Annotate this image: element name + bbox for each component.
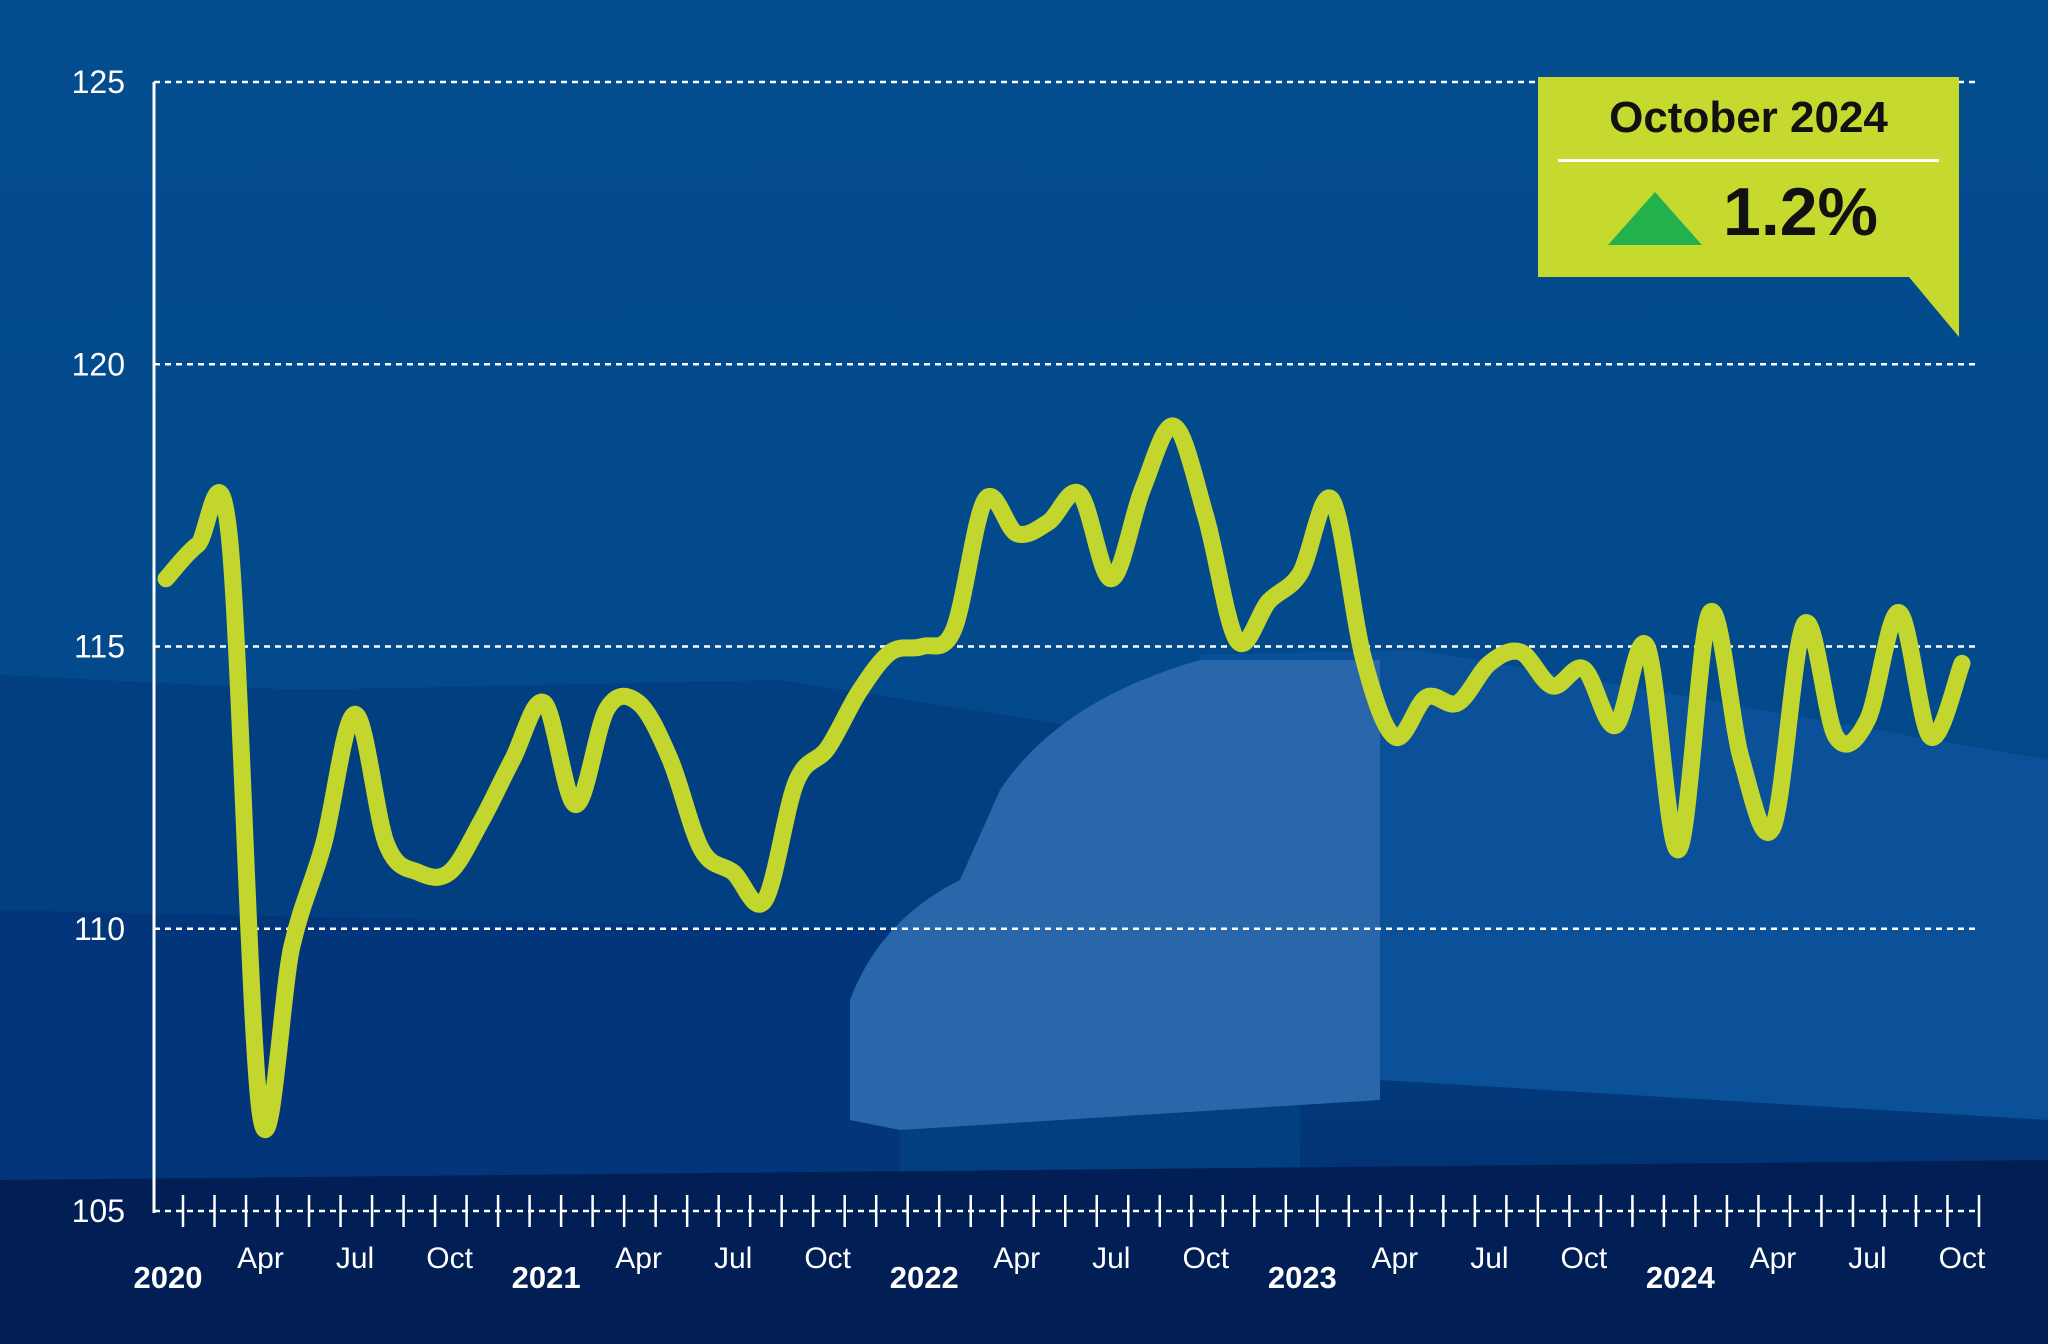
data-point [417,871,419,873]
data-point [1835,736,1837,738]
y-tick-label: 105 [72,1193,125,1229]
x-month-label: Oct [1182,1242,1229,1275]
background-road [0,1160,2048,1344]
up-arrow-icon [1608,192,1702,245]
data-point [1425,696,1427,698]
badge-change-value: 1.2% [1723,174,1878,250]
y-tick-label: 120 [72,346,125,382]
data-point [386,843,388,845]
data-point [606,708,608,710]
data-point [512,758,514,760]
background-truck-cab [850,660,1380,1130]
x-month-label: Jul [336,1242,374,1275]
data-point [1394,736,1396,738]
data-point [260,1114,262,1116]
data-point [1110,578,1112,580]
data-point [1268,600,1270,602]
data-point [1331,499,1333,501]
x-month-label: Apr [237,1242,284,1275]
data-point [1173,425,1175,427]
data-point [827,747,829,749]
x-month-label: Apr [1371,1242,1418,1275]
data-point [543,702,545,704]
data-point [1740,758,1742,760]
x-month-label: Oct [1561,1242,1608,1275]
x-year-label: 2024 [1646,1260,1716,1295]
x-year-label: 2022 [890,1260,959,1295]
data-point [228,533,230,535]
data-point [858,691,860,693]
data-point [795,781,797,783]
y-tick-label: 115 [74,629,125,665]
data-point [1079,493,1081,495]
data-point [1205,516,1207,518]
data-point [638,702,640,704]
data-point [1236,640,1238,642]
x-month-label: Apr [615,1242,662,1275]
data-point [1551,685,1553,687]
data-point [354,713,356,715]
data-point [1898,612,1900,614]
badge-divider [1558,159,1939,162]
y-tick-label: 110 [74,911,125,947]
data-point [1614,725,1616,727]
x-year-label: 2023 [1268,1260,1337,1295]
x-month-label: Jul [1470,1242,1508,1275]
data-point [197,544,199,546]
badge-pointer [1909,277,1959,337]
data-point [890,651,892,653]
data-point [165,578,167,580]
data-point [984,499,986,501]
data-point [669,758,671,760]
x-month-label: Jul [1092,1242,1130,1275]
data-point [480,820,482,822]
x-year-label: 2021 [512,1260,581,1295]
data-point [575,804,577,806]
x-year-label: 2020 [134,1260,203,1295]
data-point [1362,657,1364,659]
data-point [953,629,955,631]
background-truck-trailer [1200,650,2048,1120]
x-month-label: Apr [993,1242,1040,1275]
data-point [1772,826,1774,828]
data-point [1709,612,1711,614]
data-point [764,900,766,902]
x-month-label: Oct [1939,1242,1986,1275]
x-month-label: Apr [1750,1242,1797,1275]
data-point [1016,533,1018,535]
x-month-label: Oct [426,1242,473,1275]
data-point [1929,736,1931,738]
data-point [1520,651,1522,653]
data-point [1457,702,1459,704]
data-point [1299,572,1301,574]
data-point [1047,521,1049,523]
y-tick-label: 125 [72,64,125,100]
x-month-label: Jul [714,1242,752,1275]
data-point [1488,662,1490,664]
data-point [1866,719,1868,721]
data-point [1583,668,1585,670]
x-month-label: Oct [804,1242,851,1275]
data-point [732,871,734,873]
x-month-label: Jul [1848,1242,1886,1275]
data-point [1142,487,1144,489]
data-point [323,843,325,845]
data-point [921,646,923,647]
data-point [1803,623,1805,625]
data-point [291,945,293,947]
data-point [701,849,703,851]
data-point [1677,849,1679,851]
data-point [1646,646,1648,647]
data-point [449,871,451,873]
badge-title: October 2024 [1609,93,1888,142]
data-point [1961,662,1963,664]
latest-value-badge: October 2024 1.2% [1538,77,1959,277]
